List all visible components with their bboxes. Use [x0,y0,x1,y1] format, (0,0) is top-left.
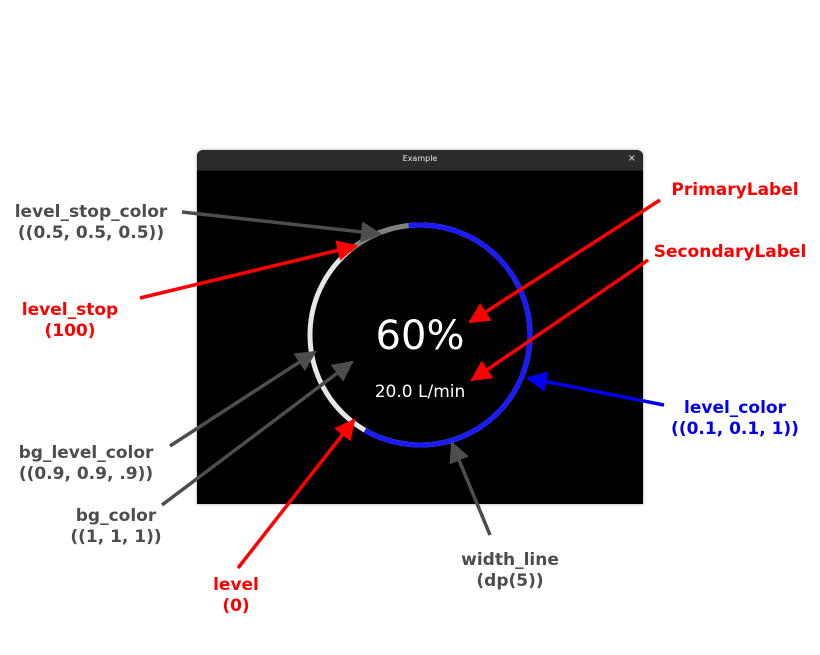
arrow-primary-label [468,198,661,324]
annotation-level-color-value: ((0.1, 0.1, 1)) [671,419,799,439]
annotation-level-stop: level_stop (100) [0,300,140,342]
annotation-level-stop-color-name: level_stop_color [14,202,168,222]
annotation-level-stop-color-value: ((0.5, 0.5, 0.5)) [17,223,165,243]
annotation-primary-label-name: PrimaryLabel [671,180,799,200]
annotation-bg-color-name: bg_color [75,506,157,526]
gauge-level-stop-arc [347,223,409,253]
arrow-secondary-label [470,258,649,382]
annotation-level-color: level_color ((0.1, 0.1, 1)) [650,398,820,440]
annotation-level-stop-name: level_stop [21,300,119,320]
arrow-bg-level-color [169,350,317,448]
annotation-bg-level-color: bg_level_color ((0.9, 0.9, .9)) [0,443,172,485]
annotation-level-stop-value: (100) [44,321,96,341]
window-title: Example [402,154,438,163]
annotation-level-color-name: level_color [684,398,786,418]
arrow-bg-color [160,360,354,507]
annotation-secondary-label-name: SecondaryLabel [653,242,807,262]
annotation-width-line-value: (dp(5)) [476,571,544,591]
arrow-level-stop [139,240,359,300]
annotation-width-line-name: width_line [461,550,559,570]
annotation-bg-level-color-name: bg_level_color [18,443,154,463]
window-titlebar[interactable]: Example × [197,150,643,171]
primary-label: 60% [375,313,465,359]
annotation-level-name: level [213,575,259,595]
annotation-level-stop-color: level_stop_color ((0.5, 0.5, 0.5)) [2,202,180,244]
annotation-level: level (0) [200,575,272,617]
annotation-level-value: (0) [222,596,250,616]
arrow-level-stop-color [181,210,383,243]
gauge-level-arc [363,222,533,448]
annotation-bg-color: bg_color ((1, 1, 1)) [48,506,184,548]
arrow-width-line [449,441,492,536]
annotation-secondary-label: SecondaryLabel [640,242,820,263]
annotation-bg-level-color-value: ((0.9, 0.9, .9)) [18,464,154,484]
secondary-label: 20.0 L/min [374,382,466,402]
arrow-level [236,418,356,570]
annotation-primary-label: PrimaryLabel [655,180,815,201]
close-icon[interactable]: × [627,153,636,164]
arrow-level-color [525,371,665,407]
annotation-bg-color-value: ((1, 1, 1)) [70,527,162,547]
annotation-width-line: width_line (dp(5)) [435,550,585,592]
